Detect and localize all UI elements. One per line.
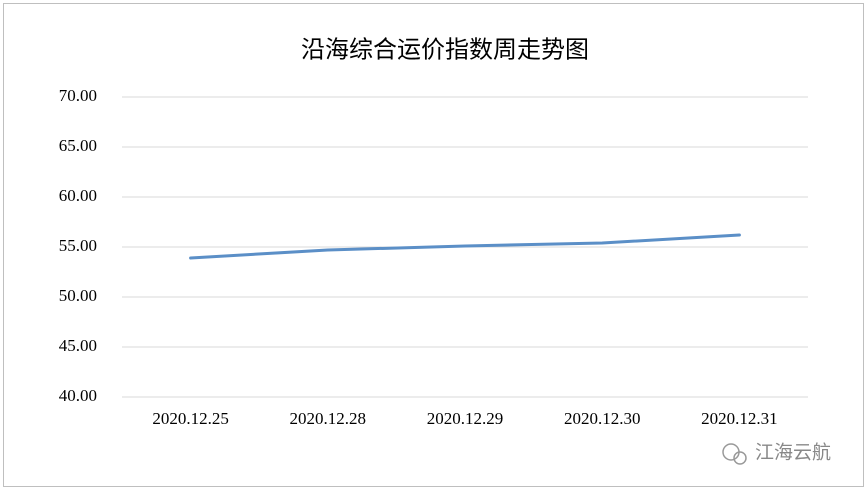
y-tick-label: 70.00 [59, 86, 97, 105]
watermark-icon [733, 451, 747, 465]
x-tick-label: 2020.12.29 [427, 409, 504, 428]
x-tick-label: 2020.12.25 [152, 409, 229, 428]
x-tick-label: 2020.12.31 [701, 409, 778, 428]
y-tick-label: 65.00 [59, 136, 97, 155]
data-line [189, 233, 741, 260]
chart-title: 沿海综合运价指数周走势图 [301, 37, 589, 64]
x-tick-label: 2020.12.28 [290, 409, 367, 428]
x-tick-label: 2020.12.30 [564, 409, 641, 428]
watermark-text: 江海云航 [755, 442, 831, 464]
y-tick-label: 40.00 [59, 386, 97, 405]
chart-frame [3, 3, 864, 487]
y-tick-label: 60.00 [59, 186, 97, 205]
y-tick-label: 50.00 [59, 286, 97, 305]
y-tick-label: 45.00 [59, 336, 97, 355]
y-tick-label: 55.00 [59, 236, 97, 255]
watermark: 江海云航 [722, 442, 831, 465]
